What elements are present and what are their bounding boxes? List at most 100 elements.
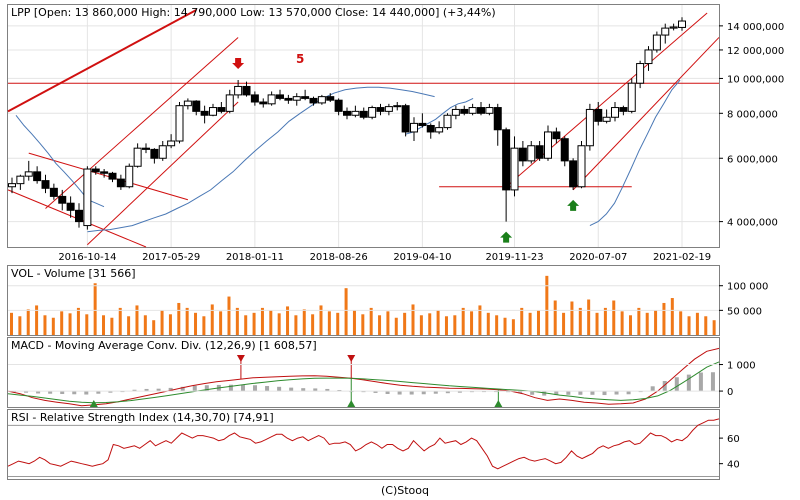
rsi-y-ticks: 40 60 — [719, 434, 740, 471]
volume-bar — [361, 314, 365, 335]
macd-sell-marker — [347, 355, 356, 362]
x-tick-label: 2017-05-29 — [142, 252, 200, 263]
candle-up — [468, 107, 477, 114]
volume-bar — [570, 301, 574, 335]
volume-bar — [10, 312, 13, 335]
macd-panel-title: MACD - Moving Average Conv. Div. (12,26,… — [11, 339, 317, 352]
candle-up — [602, 116, 611, 122]
volume-bar — [327, 311, 331, 335]
candle-up — [652, 34, 661, 51]
macd-histogram-bar — [156, 388, 161, 392]
macd-histogram-bar — [36, 391, 41, 394]
candle-down — [150, 148, 159, 159]
volume-bar — [260, 307, 264, 335]
volume-tick-label: 50 000 — [727, 306, 762, 317]
volume-bar — [654, 310, 658, 335]
macd-histogram-bar — [265, 386, 270, 392]
trend-overlays — [7, 9, 720, 248]
rsi-plot — [7, 418, 720, 477]
price-gridlines — [8, 5, 719, 247]
volume-bar — [210, 304, 214, 335]
volume-bar — [403, 312, 407, 335]
volume-bar — [578, 307, 582, 335]
macd-histogram-bar — [686, 374, 691, 392]
candle-down — [518, 147, 527, 162]
candle-up — [158, 145, 167, 159]
macd-histogram-bar — [469, 391, 474, 393]
candle-down — [66, 202, 75, 211]
macd-histogram-bar — [445, 391, 450, 394]
candle-up — [384, 106, 393, 112]
price-panel-title: LPP [Open: 13 860,000 High: 14 790,000 L… — [11, 6, 496, 19]
volume-bar — [76, 307, 80, 335]
buy-signal-arrow — [567, 199, 580, 211]
macd-histogram-bar — [132, 389, 137, 392]
candle-down — [142, 147, 150, 150]
volume-bar — [85, 314, 89, 335]
candle-down — [535, 145, 544, 159]
macd-histogram-bar — [48, 391, 53, 394]
macd-buy-marker — [89, 400, 98, 407]
candle-down — [259, 101, 268, 105]
candle-up — [451, 108, 460, 116]
x-tick-label: 2018-01-11 — [226, 252, 284, 263]
candles — [8, 17, 686, 230]
volume-bar — [68, 313, 72, 335]
macd-histogram-bar — [240, 384, 245, 392]
volume-bar — [235, 307, 239, 335]
volume-bar — [252, 312, 256, 335]
buy-signal-arrow — [500, 231, 513, 243]
candle-down — [334, 99, 343, 112]
moving-average-right — [589, 79, 681, 227]
macd-histogram-bar — [397, 391, 402, 395]
candle-down — [250, 94, 259, 103]
volume-bar — [102, 315, 106, 335]
candle-up — [83, 168, 92, 227]
volume-bar — [470, 311, 474, 335]
volume-bar — [670, 298, 674, 335]
macd-histogram-bar — [108, 391, 113, 393]
candle-down — [309, 97, 318, 104]
volume-bar — [110, 317, 114, 335]
x-tick-label: 2018-08-26 — [310, 252, 368, 263]
candle-down — [359, 110, 368, 118]
candle-up — [485, 107, 494, 114]
candle-down — [242, 85, 251, 96]
candle-up — [443, 114, 452, 129]
volume-bar — [628, 315, 632, 335]
candle-up — [267, 94, 276, 105]
rsi-tick-label: 40 — [727, 460, 740, 471]
macd-histogram-bar — [590, 391, 595, 395]
macd-histogram-bar — [433, 391, 438, 394]
candle-down — [284, 97, 293, 101]
volume-panel-title: VOL - Volume [31 566] — [11, 267, 136, 280]
volume-bar — [277, 313, 281, 335]
volume-bar — [118, 307, 122, 335]
volume-bar — [612, 300, 616, 335]
macd-histogram-bar — [84, 391, 89, 395]
macd-tick-label: 1 000 — [727, 361, 756, 372]
macd-histogram-bar — [614, 391, 619, 395]
candle-down — [192, 100, 201, 112]
price-y-ticks: 4 000,000 6 000,000 8 000,000 10 000,000 12 … — [719, 22, 784, 229]
candle-up — [125, 165, 134, 188]
macd-histogram-bar — [506, 391, 511, 393]
volume-bar — [93, 283, 97, 335]
volume-bar — [194, 312, 198, 335]
volume-bar — [679, 311, 683, 335]
candle-down — [108, 172, 117, 180]
macd-plot — [7, 347, 720, 407]
macd-histogram-bar — [60, 391, 65, 394]
volume-bar — [177, 302, 181, 335]
sell-signal-arrow — [232, 58, 245, 70]
x-axis-ticks: 2016-10-14 2017-05-29 2018-01-11 2018-08-26… — [58, 252, 711, 263]
signal-line — [7, 361, 720, 404]
candle-down — [477, 107, 485, 114]
macd-line — [7, 347, 720, 407]
price-tick-label: 4 000,000 — [727, 218, 778, 229]
macd-histogram-bar — [192, 385, 197, 392]
volume-bar — [143, 315, 147, 335]
volume-bar — [436, 310, 440, 335]
candle-up — [209, 107, 217, 116]
